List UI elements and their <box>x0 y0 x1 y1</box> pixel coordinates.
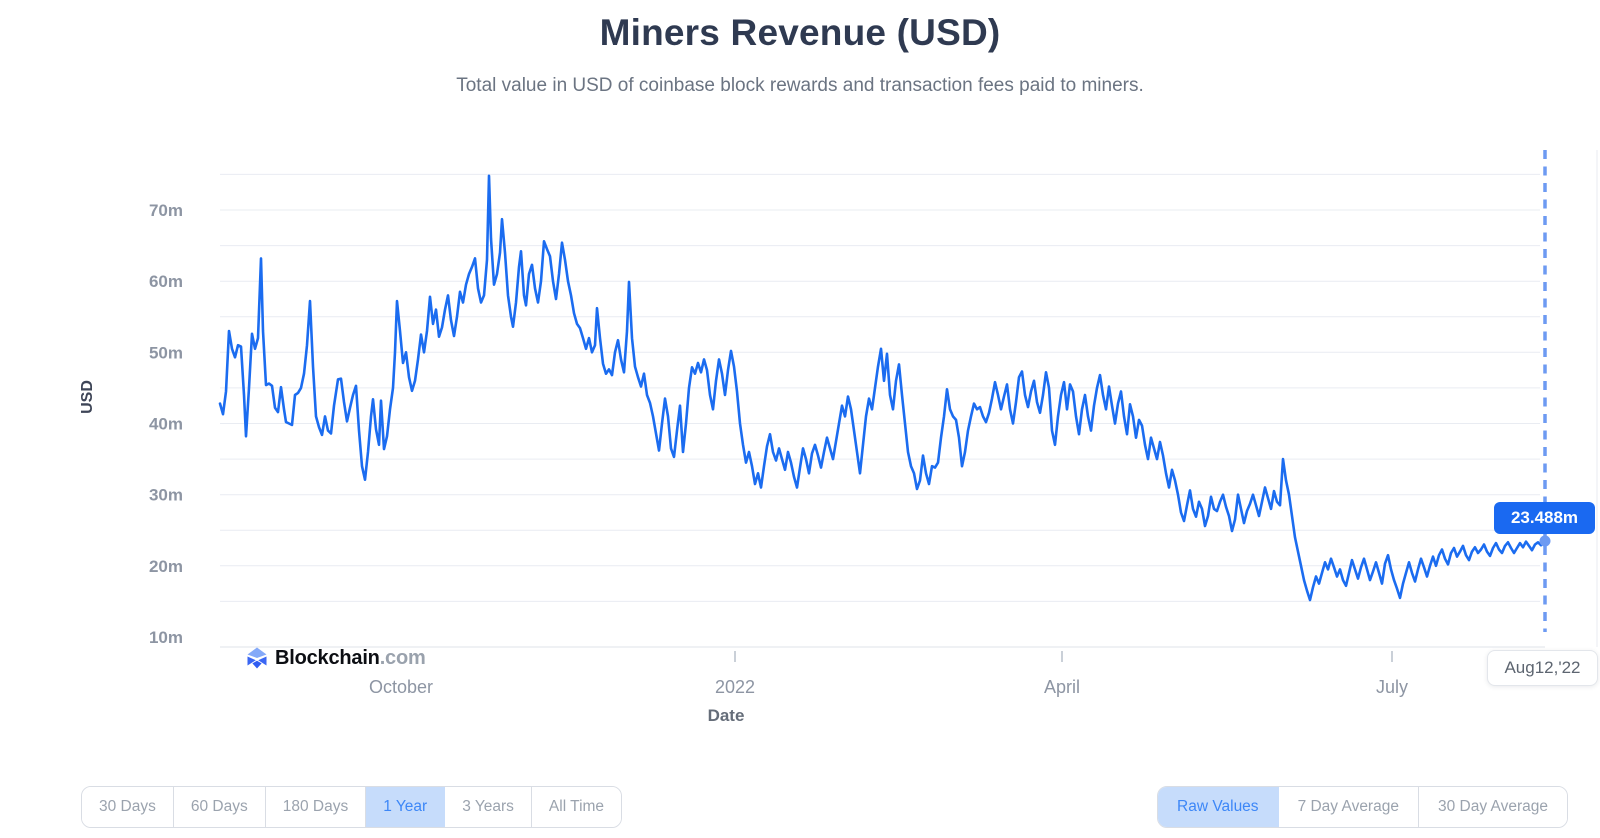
y-tick-label: 10m <box>149 628 183 647</box>
blockchain-logo[interactable]: Blockchain.com <box>246 645 426 671</box>
range-button-3-years[interactable]: 3 Years <box>445 787 532 827</box>
blockchain-diamond-icon <box>247 647 267 669</box>
y-axis-title: USD <box>79 380 96 414</box>
x-tick-label: October <box>369 677 433 697</box>
x-axis-title: Date <box>707 706 745 725</box>
x-tick-label: July <box>1376 677 1408 697</box>
mode-button-30-day-average[interactable]: 30 Day Average <box>1418 787 1567 827</box>
y-tick-label: 50m <box>149 343 183 362</box>
revenue-line-series <box>218 174 1547 602</box>
y-tick-label: 60m <box>149 272 183 291</box>
range-button-60-days[interactable]: 60 Days <box>173 787 266 827</box>
page-subtitle: Total value in USD of coinbase block rew… <box>456 75 1144 96</box>
range-button-1-year[interactable]: 1 Year <box>366 787 446 827</box>
x-tick-label: April <box>1044 677 1080 697</box>
time-range-button-group: 30 Days 60 Days 180 Days 1 Year 3 Years All T… <box>81 786 623 828</box>
brand-name: Blockchain <box>275 646 380 669</box>
page-title: Miners Revenue (USD) <box>599 12 1001 53</box>
range-button-all-time[interactable]: All Time <box>531 787 622 827</box>
value-tooltip: 23.488m <box>1494 502 1595 534</box>
brand-suffix: .com <box>379 646 426 669</box>
last-point-marker <box>1539 535 1551 547</box>
range-button-30-days[interactable]: 30 Days <box>82 787 174 827</box>
value-mode-button-group: Raw Values 7 Day Average 30 Day Average <box>1157 786 1568 828</box>
date-tooltip: Aug12,'22 <box>1487 650 1598 686</box>
y-tick-label: 20m <box>149 557 183 576</box>
y-tick-label: 70m <box>149 201 183 220</box>
y-tick-label: 40m <box>149 415 183 434</box>
mode-button-7-day-average[interactable]: 7 Day Average <box>1278 787 1419 827</box>
x-tick-label: 2022 <box>715 677 755 697</box>
range-button-180-days[interactable]: 180 Days <box>265 787 367 827</box>
mode-button-raw-values[interactable]: Raw Values <box>1158 787 1279 827</box>
y-tick-label: 30m <box>149 486 183 505</box>
